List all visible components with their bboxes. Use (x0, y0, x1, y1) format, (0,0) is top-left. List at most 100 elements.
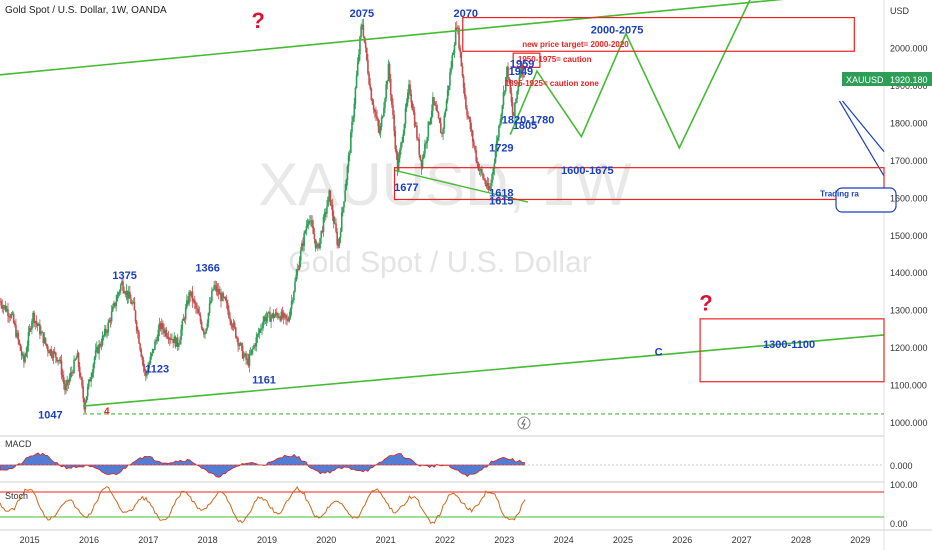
candle-body (221, 293, 223, 301)
candle-body (238, 345, 241, 347)
candle-body (335, 223, 337, 232)
candle-body (419, 154, 422, 160)
annotation-label: new price target= 2000-2020 (522, 40, 629, 49)
candle-body (274, 312, 277, 316)
candle-body (132, 301, 135, 303)
candle-body (347, 155, 350, 167)
candle-body (311, 220, 313, 227)
candle-body (31, 321, 33, 330)
candle-body (318, 243, 320, 248)
candle-body (241, 345, 244, 359)
candle-body (327, 196, 329, 207)
candle-body (147, 367, 149, 374)
candle-body (192, 299, 195, 302)
candle-body (495, 140, 498, 152)
candle-body (388, 64, 391, 79)
annotation-label: 1729 (489, 143, 513, 155)
candle-body (257, 333, 260, 335)
annotation-label: 2000-2075 (591, 25, 644, 37)
candle-body (489, 189, 491, 191)
candle-body (117, 292, 120, 295)
candle-body (248, 354, 251, 366)
candle-body (240, 343, 243, 346)
candle-body (509, 79, 512, 93)
candle-body (317, 243, 319, 245)
candle-body (449, 72, 451, 86)
candle-body (215, 285, 218, 292)
candle-body (432, 97, 434, 111)
annotation-label: 1949 (509, 66, 533, 78)
candle-body (21, 354, 24, 356)
price-axis[interactable]: 2000.000 1900.000 1800.000 1700.000 1600.000… (890, 44, 928, 428)
candle-body (408, 84, 410, 93)
candle-body (27, 332, 30, 346)
candle-body (312, 226, 315, 235)
candle-body (402, 134, 405, 143)
candle-body (86, 386, 89, 397)
candle-body (345, 180, 348, 191)
trading-range-pill (835, 187, 897, 213)
candle-body (9, 316, 12, 318)
y-tick-label: 1200.000 (890, 343, 928, 353)
candle-body (83, 398, 86, 410)
candle-body (469, 119, 472, 130)
candle-body (207, 312, 210, 324)
candle-body (479, 169, 482, 171)
candle-body (43, 337, 46, 343)
x-tick-label: 2018 (198, 535, 218, 545)
candle-body (184, 307, 187, 320)
candle-body (53, 351, 56, 353)
candle-body (175, 337, 178, 347)
candle-body (133, 301, 136, 311)
x-tick-label: 2029 (850, 535, 870, 545)
candle-body (159, 323, 162, 329)
candle-body (103, 328, 106, 336)
candle-body (220, 292, 222, 301)
candle-body (362, 24, 365, 37)
candle-body (405, 102, 408, 109)
candle-body (352, 117, 354, 122)
candle-body (188, 292, 190, 304)
candle-body (289, 308, 292, 318)
candle-body (36, 323, 39, 326)
candle-body (208, 303, 211, 313)
macd-zero-tick: 0.000 (890, 461, 913, 471)
stoch-100-tick: 100.00 (890, 480, 918, 490)
watermark-name: Gold Spot / U.S. Dollar (288, 246, 591, 279)
candle-body (445, 100, 448, 112)
annotation-label: 1950-1975= caution (518, 55, 592, 64)
alert-icon[interactable] (517, 416, 531, 430)
candle-body (305, 226, 308, 232)
candle-body (142, 360, 145, 367)
candle-body (125, 290, 128, 295)
candle-body (425, 143, 427, 145)
candle-body (391, 94, 393, 105)
candle-body (151, 348, 154, 354)
candle-body (92, 364, 95, 373)
candle-body (56, 357, 58, 362)
candle-body (217, 289, 220, 295)
candle-body (231, 325, 234, 328)
candle-body (52, 351, 55, 358)
candle-body (195, 303, 197, 309)
candle-body (334, 223, 336, 225)
candle-body (491, 174, 493, 183)
candle-body (487, 183, 490, 190)
candle-body (57, 360, 59, 362)
candle-body (41, 331, 43, 333)
candle-body (156, 339, 158, 341)
candle-body (75, 357, 78, 360)
candle-body (332, 215, 335, 224)
candle-body (493, 162, 496, 169)
candle-body (460, 51, 463, 67)
candle-body (42, 332, 45, 343)
candle-body (223, 296, 226, 298)
candle-body (4, 305, 7, 312)
candle-body (20, 350, 23, 356)
zone-box (393, 167, 885, 201)
time-axis[interactable]: 2015 2016 2017 2018 2019 2020 2021 2022 2023 2024… (20, 535, 871, 545)
candle-body (387, 64, 390, 82)
candle-body (76, 353, 79, 358)
candle-body (380, 117, 383, 127)
